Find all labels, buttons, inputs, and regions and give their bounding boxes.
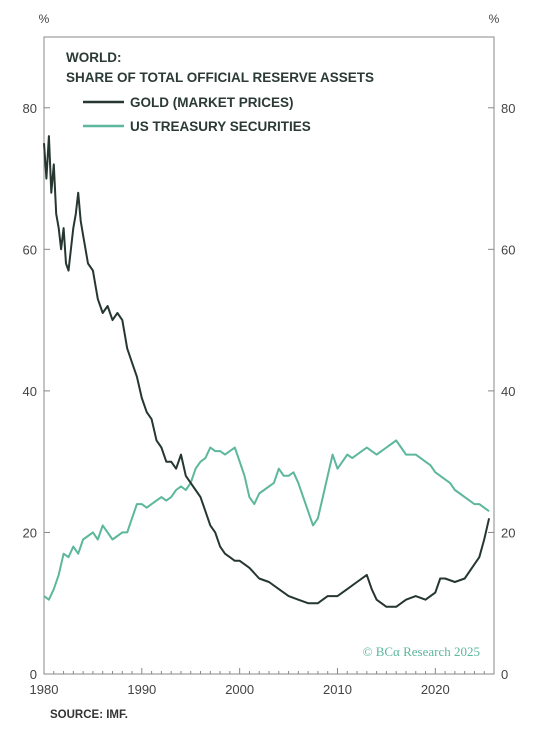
x-tick-label: 2020 — [421, 682, 450, 697]
source-note: SOURCE: IMF. — [50, 709, 128, 721]
chart-title: WORLD: — [66, 50, 121, 65]
chart-subtitle: SHARE OF TOTAL OFFICIAL RESERVE ASSETS — [66, 70, 374, 85]
y-tick-label-left: 60 — [23, 242, 37, 257]
y-tick-label-left: 20 — [23, 525, 37, 540]
y-tick-label-right: 80 — [501, 101, 515, 116]
y-tick-label-left: 80 — [23, 101, 37, 116]
x-axis-ticks: 1980 1990 2000 2010 2020 — [30, 668, 495, 697]
y-tick-label-right: 20 — [501, 525, 515, 540]
x-tick-label: 1990 — [127, 682, 156, 697]
y-tick-label-left: 40 — [23, 384, 37, 399]
legend-label-ust: US TREASURY SECURITIES — [130, 119, 311, 134]
series-line-gold — [43, 135, 491, 608]
y-tick-label-right: 60 — [501, 242, 515, 257]
y-tick-label-right: 40 — [501, 384, 515, 399]
y-tick-label-right: 0 — [501, 667, 508, 682]
series-layer — [43, 135, 491, 608]
y-unit-left: % — [39, 12, 50, 26]
y-unit-right: % — [489, 12, 500, 26]
series-line-us-treasury — [43, 439, 490, 601]
watermark: © BCα Research 2025 — [363, 644, 480, 659]
x-tick-label: 2010 — [323, 682, 352, 697]
legend-label-gold: GOLD (MARKET PRICES) — [130, 95, 294, 110]
x-tick-label: 2000 — [225, 682, 254, 697]
y-tick-label-left: 0 — [30, 667, 37, 682]
x-tick-label: 1980 — [30, 682, 59, 697]
y-axis-ticks: 0 0 20 20 40 40 60 60 80 80 — [23, 101, 516, 682]
